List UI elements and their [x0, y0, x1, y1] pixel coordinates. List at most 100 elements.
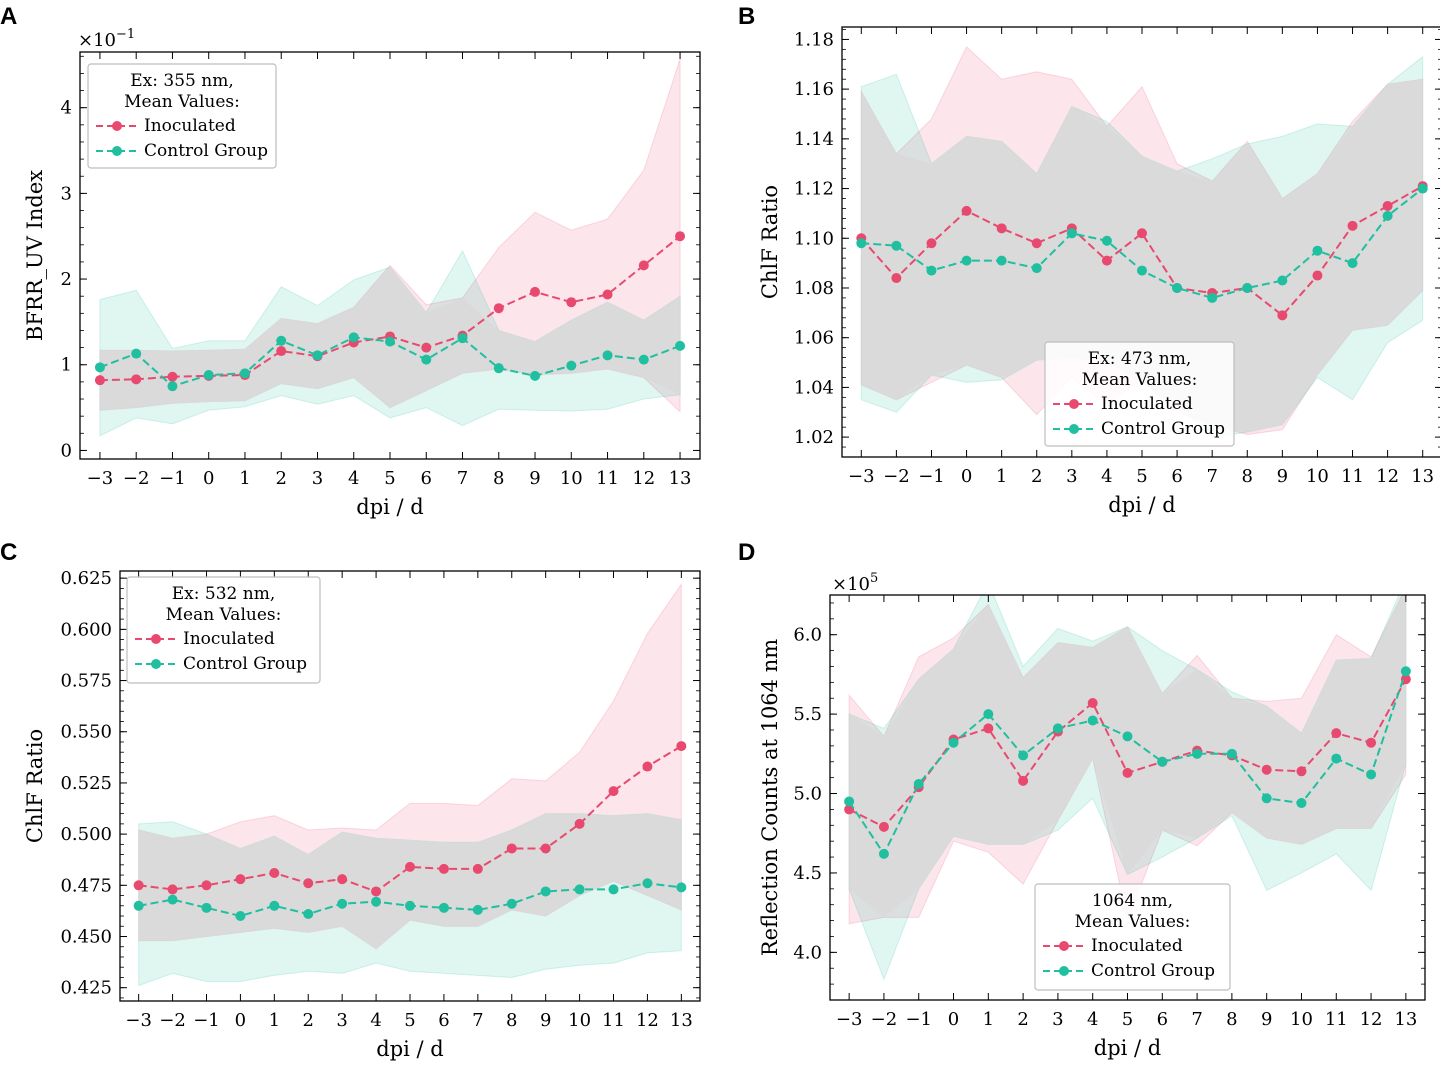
data-point — [574, 818, 585, 829]
x-tick-label: −2 — [883, 466, 910, 487]
y-tick-label: 0.625 — [60, 568, 112, 589]
band-overlap — [861, 79, 1423, 433]
x-axis-label: dpi / d — [356, 495, 423, 519]
x-tick-label: −2 — [871, 1009, 898, 1030]
bands — [860, 46, 1424, 438]
x-axis-label: dpi / d — [1094, 1036, 1161, 1060]
data-point — [438, 902, 449, 913]
y-tick-label: 1.10 — [794, 228, 834, 249]
legend-entry: Inoculated — [144, 116, 236, 136]
data-point — [642, 761, 653, 772]
data-point — [94, 375, 105, 386]
legend-marker — [112, 121, 122, 131]
data-point — [167, 371, 178, 382]
x-tick-label: −1 — [905, 1009, 932, 1030]
panel-letter: D — [738, 539, 755, 566]
data-point — [878, 848, 889, 859]
y-axis-label: ChlF Ratio — [23, 729, 47, 843]
data-point — [371, 896, 382, 907]
series-control — [133, 878, 687, 922]
data-point — [1052, 723, 1063, 734]
x-tick-label: 11 — [1325, 1009, 1348, 1030]
data-point — [540, 843, 551, 854]
x-tick-label: 0 — [961, 466, 972, 487]
x-tick-label: 10 — [568, 1010, 591, 1031]
x-tick-label: 8 — [493, 468, 504, 489]
x-tick-label: 1 — [996, 466, 1007, 487]
data-point — [1312, 270, 1323, 281]
x-tick-label: 9 — [529, 468, 540, 489]
panel-letter: A — [0, 3, 17, 30]
data-point — [996, 255, 1007, 266]
x-tick-label: 3 — [312, 468, 323, 489]
data-point — [1207, 292, 1218, 303]
x-tick-label: 10 — [1290, 1009, 1313, 1030]
data-point — [1382, 200, 1393, 211]
data-point — [983, 709, 994, 720]
x-tick-label: 1 — [269, 1010, 280, 1031]
data-point — [457, 333, 468, 344]
data-point — [337, 874, 348, 885]
x-tick-label: 6 — [438, 1010, 449, 1031]
data-point — [566, 297, 577, 308]
x-tick-label: 8 — [506, 1010, 517, 1031]
x-tick-label: 13 — [669, 468, 692, 489]
legend-box — [1034, 883, 1231, 991]
data-point — [1261, 764, 1272, 775]
y-tick-label: 5.5 — [793, 704, 822, 725]
series-control — [856, 183, 1428, 303]
y-tick-label: 1 — [61, 355, 72, 376]
panel-D: D−3 −2 −1 0 1 2 3 4 5 6 7 8 9 10 11 12 134.04.55.05.56.0… — [738, 539, 1426, 1060]
x-tick-label: 1 — [239, 468, 250, 489]
data-point — [1277, 275, 1288, 286]
data-point — [608, 786, 619, 797]
x-tick-label: 6 — [1171, 466, 1182, 487]
x-tick-label: −2 — [159, 1010, 186, 1031]
data-point — [371, 886, 382, 897]
x-tick-label: 13 — [670, 1010, 693, 1031]
data-point — [1400, 666, 1411, 677]
y-tick-label: 0.525 — [60, 773, 112, 794]
data-point — [276, 346, 287, 357]
y-tick-label: 0.475 — [60, 875, 112, 896]
y-tick-label: 5.0 — [793, 784, 822, 805]
data-point — [133, 900, 144, 911]
legend-title-line1: Ex: 355 nm, — [130, 71, 233, 91]
data-point — [269, 868, 280, 879]
legend-title-line2: Mean Values: — [166, 605, 282, 625]
data-point — [94, 362, 105, 373]
data-point — [1296, 766, 1307, 777]
legend: Ex: 473 nm,Mean Values: Inoculated Control… — [1044, 341, 1235, 447]
y-axis-label: Reflection Counts at 1064 nm — [758, 639, 782, 956]
data-point — [131, 374, 142, 385]
data-point — [856, 238, 867, 249]
legend-title-line1: 1064 nm, — [1092, 891, 1173, 911]
data-point — [961, 255, 972, 266]
data-point — [167, 894, 178, 905]
x-tick-label: 0 — [948, 1009, 959, 1030]
legend: Ex: 355 nm,Mean Values: Inoculated Control… — [87, 63, 277, 169]
data-point — [675, 340, 686, 351]
data-point — [1277, 310, 1288, 321]
y-tick-label: 1.02 — [794, 427, 834, 448]
data-point — [1192, 748, 1203, 759]
x-tick-label: 11 — [596, 468, 619, 489]
y-tick-label: 0.550 — [60, 722, 112, 743]
y-tick-label: 0.450 — [60, 927, 112, 948]
data-point — [133, 880, 144, 891]
data-point — [1347, 220, 1358, 231]
y-tick-label: 0.500 — [60, 824, 112, 845]
data-point — [269, 900, 280, 911]
y-tick-label: 1.14 — [794, 129, 834, 150]
y-tick-label: 0.575 — [60, 671, 112, 692]
x-tick-label: 11 — [602, 1010, 625, 1031]
legend-box — [87, 63, 277, 169]
y-tick-label: 4.0 — [793, 942, 822, 963]
data-point — [602, 289, 613, 300]
y-multiplier: ×105 — [832, 571, 878, 595]
x-tick-label: 9 — [1277, 466, 1288, 487]
legend-box — [126, 576, 321, 684]
x-tick-label: 4 — [370, 1010, 381, 1031]
x-tick-label: 7 — [1191, 1009, 1202, 1030]
data-point — [421, 354, 432, 365]
